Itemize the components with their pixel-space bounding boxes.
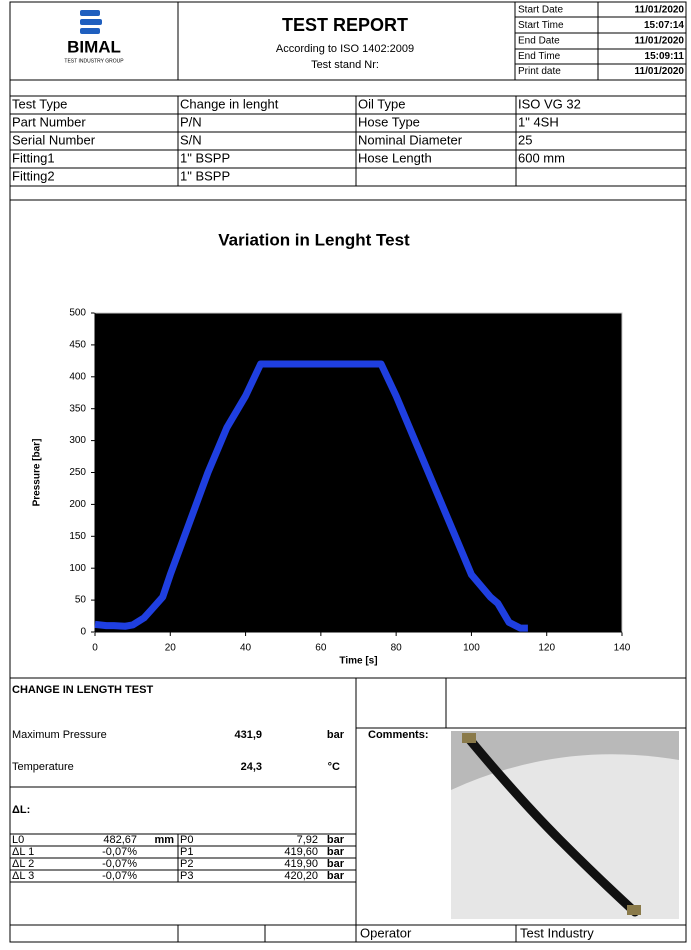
info-cell: S/N: [180, 132, 202, 147]
temp-label: Temperature: [12, 761, 74, 773]
date-value: 11/01/2020: [635, 5, 685, 16]
info-cell: Hose Type: [358, 114, 420, 129]
info-cell: Test Type: [12, 96, 67, 111]
info-cell: ISO VG 32: [518, 96, 581, 111]
x-tick-label: 40: [240, 643, 252, 654]
logo-sub: TEST INDUSTRY GROUP: [64, 58, 124, 64]
p-name: P1: [180, 846, 193, 858]
p-unit: bar: [327, 846, 345, 858]
date-label: Start Date: [518, 5, 563, 16]
standard: According to ISO 1402:2009: [276, 43, 414, 55]
p-unit: bar: [327, 834, 345, 846]
dl-value: 482,67: [103, 834, 137, 846]
x-tick-label: 60: [315, 643, 327, 654]
y-tick-label: 400: [69, 371, 86, 382]
logo-mark: [80, 10, 102, 34]
y-axis-title: Pressure [bar]: [32, 439, 43, 507]
results-title: CHANGE IN LENGTH TEST: [12, 684, 153, 696]
y-tick-label: 250: [69, 467, 86, 478]
x-tick-label: 0: [92, 643, 98, 654]
info-cell: Fitting2: [12, 168, 55, 183]
y-tick-label: 200: [69, 499, 86, 510]
date-value: 15:07:14: [644, 20, 684, 31]
dl-name: ΔL 2: [12, 858, 34, 870]
hose-photo: [451, 731, 679, 919]
date-label: End Date: [518, 35, 560, 46]
temp-unit: °C: [328, 761, 340, 773]
info-cell: Nominal Diameter: [358, 132, 463, 147]
p-value: 419,90: [284, 858, 318, 870]
info-cell: 1" 4SH: [518, 114, 559, 129]
x-tick-label: 100: [463, 643, 480, 654]
dl-name: L0: [12, 834, 24, 846]
info-cell: 25: [518, 132, 532, 147]
info-cell: Serial Number: [12, 132, 96, 147]
y-tick-label: 50: [75, 595, 87, 606]
info-cell: 1" BSPP: [180, 150, 230, 165]
p-unit: bar: [327, 870, 345, 882]
date-value: 11/01/2020: [635, 35, 685, 46]
p-value: 419,60: [284, 846, 318, 858]
max-unit: bar: [327, 729, 345, 741]
x-tick-label: 80: [391, 643, 403, 654]
info-cell: 600 mm: [518, 150, 565, 165]
stand: Test stand Nr:: [311, 59, 379, 71]
info-cell: Part Number: [12, 114, 86, 129]
y-tick-label: 150: [69, 531, 86, 542]
date-label: Print date: [518, 66, 561, 77]
logo-name: BIMAL: [67, 37, 121, 56]
temp-value: 24,3: [241, 761, 262, 773]
chart-title: Variation in Lenght Test: [218, 230, 410, 249]
company: Test Industry: [520, 925, 594, 940]
x-tick-label: 20: [165, 643, 177, 654]
y-tick-label: 0: [80, 627, 86, 638]
p-value: 7,92: [297, 834, 318, 846]
info-cell: 1" BSPP: [180, 168, 230, 183]
report: BIMAL TEST INDUSTRY GROUP TEST REPORT Ac…: [0, 0, 691, 945]
report-title: TEST REPORT: [282, 15, 408, 35]
dl-value: -0,07%: [102, 858, 137, 870]
max-label: Maximum Pressure: [12, 729, 107, 741]
dl-label: ΔL:: [12, 804, 30, 816]
x-axis-title: Time [s]: [339, 656, 377, 667]
dl-value: -0,07%: [102, 846, 137, 858]
dl-name: ΔL 3: [12, 870, 34, 882]
y-tick-label: 100: [69, 563, 86, 574]
p-name: P3: [180, 870, 193, 882]
operator: Operator: [360, 925, 412, 940]
dl-value: -0,07%: [102, 870, 137, 882]
y-tick-label: 450: [69, 340, 86, 351]
p-value: 420,20: [284, 870, 318, 882]
comments-label: Comments:: [368, 729, 429, 741]
dl-name: ΔL 1: [12, 846, 34, 858]
y-tick-label: 350: [69, 403, 86, 414]
date-label: Start Time: [518, 20, 564, 31]
date-label: End Time: [518, 51, 561, 62]
p-name: P2: [180, 858, 193, 870]
x-tick-label: 140: [614, 643, 631, 654]
x-tick-label: 120: [538, 643, 555, 654]
info-cell: P/N: [180, 114, 202, 129]
info-cell: Hose Length: [358, 150, 432, 165]
date-value: 15:09:11: [645, 51, 685, 62]
date-value: 11/01/2020: [635, 66, 685, 77]
info-cell: Change in lenght: [180, 96, 279, 111]
p-name: P0: [180, 834, 193, 846]
info-cell: Oil Type: [358, 96, 405, 111]
max-value: 431,9: [234, 729, 262, 741]
y-tick-label: 300: [69, 435, 86, 446]
dl-unit: mm: [154, 834, 174, 846]
y-tick-label: 500: [69, 308, 86, 319]
info-cell: Fitting1: [12, 150, 55, 165]
p-unit: bar: [327, 858, 345, 870]
